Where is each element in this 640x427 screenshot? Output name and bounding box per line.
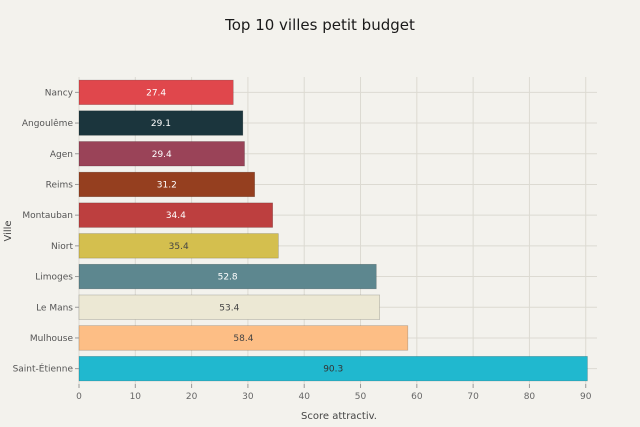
bar-value-label: 90.3: [323, 365, 343, 375]
bar-value-label: 34.4: [166, 211, 186, 221]
x-tick-label: 10: [130, 392, 142, 402]
bars: 27.4 29.1 29.4 31.2 34.4 35.4 52.8 53.4 58.4 90.3: [78, 79, 588, 382]
x-axis-title: Score attractiv.: [301, 411, 377, 422]
bar-value-label: 29.1: [151, 119, 171, 129]
bar-value-label: 53.4: [219, 303, 239, 313]
x-axis-ticks: 0 10 20 30 40 50 60 70 80 90: [76, 384, 592, 402]
x-tick-label: 40: [298, 392, 310, 402]
y-category-label: Le Mans: [36, 303, 73, 313]
y-axis-title: Ville: [3, 220, 14, 241]
bar[interactable]: [78, 110, 244, 136]
y-category-label: Mulhouse: [30, 334, 74, 344]
bar-value-label: 27.4: [146, 88, 166, 98]
y-category-label: Reims: [46, 180, 74, 190]
y-category-label: Agen: [50, 150, 73, 160]
chart-title: Top 10 villes petit budget: [225, 16, 415, 34]
y-category-label: Niort: [51, 242, 73, 252]
x-tick-label: 50: [355, 392, 367, 402]
bar[interactable]: [78, 202, 273, 228]
x-tick-label: 20: [186, 392, 198, 402]
x-tick-label: 0: [76, 392, 82, 402]
bar[interactable]: [78, 233, 279, 259]
bar[interactable]: [78, 356, 588, 382]
bar-value-label: 52.8: [218, 273, 238, 283]
bar-value-label: 31.2: [157, 180, 177, 190]
x-tick-label: 70: [467, 392, 479, 402]
x-tick-label: 90: [580, 392, 592, 402]
x-tick-label: 60: [411, 392, 423, 402]
y-axis-categories: Nancy Angoulême Agen Reims Montauban Niort Lim…: [13, 88, 79, 375]
y-category-label: Nancy: [45, 88, 74, 98]
bar-value-label: 58.4: [233, 334, 253, 344]
y-category-label: Angoulême: [22, 118, 74, 129]
y-category-label: Saint-Étienne: [13, 363, 74, 375]
bar-value-label: 29.4: [152, 150, 172, 160]
y-category-label: Montauban: [22, 211, 73, 221]
bar[interactable]: [78, 79, 234, 105]
bar[interactable]: [78, 294, 380, 320]
bar[interactable]: [78, 325, 409, 351]
bar-value-label: 35.4: [169, 242, 189, 252]
x-tick-label: 30: [242, 392, 254, 402]
x-tick-label: 80: [524, 392, 536, 402]
y-category-label: Limoges: [35, 273, 73, 283]
bar[interactable]: [78, 263, 377, 290]
